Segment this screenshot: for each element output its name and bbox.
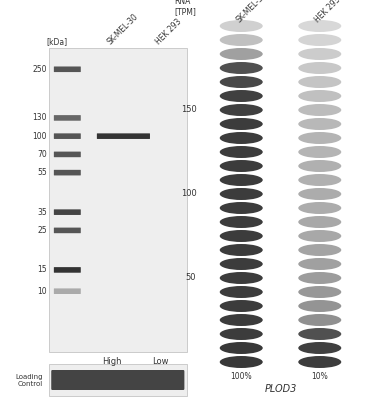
Text: 130: 130 [32,114,47,122]
Ellipse shape [298,34,341,46]
Ellipse shape [220,76,263,88]
Text: 50: 50 [186,274,196,282]
Ellipse shape [220,244,263,256]
Text: PLOD3: PLOD3 [264,384,297,394]
Ellipse shape [220,356,263,368]
Ellipse shape [298,202,341,214]
Ellipse shape [298,132,341,144]
Ellipse shape [220,314,263,326]
FancyBboxPatch shape [54,170,81,176]
Ellipse shape [298,76,341,88]
Ellipse shape [298,216,341,228]
Text: Low: Low [153,357,169,366]
Text: 15: 15 [37,266,47,274]
Ellipse shape [298,48,341,60]
Text: SK-MEL-30: SK-MEL-30 [106,12,140,46]
Ellipse shape [298,300,341,312]
Ellipse shape [220,258,263,270]
Ellipse shape [298,160,341,172]
Text: 70: 70 [37,150,47,159]
Text: 10: 10 [37,287,47,296]
FancyBboxPatch shape [54,152,81,157]
Text: RNA
[TPM]: RNA [TPM] [175,0,196,16]
Ellipse shape [220,118,263,130]
Ellipse shape [298,90,341,102]
FancyBboxPatch shape [54,228,81,233]
Ellipse shape [298,286,341,298]
FancyBboxPatch shape [49,364,187,396]
Ellipse shape [220,146,263,158]
Text: High: High [102,357,122,366]
Ellipse shape [298,342,341,354]
Ellipse shape [298,328,341,340]
Ellipse shape [220,90,263,102]
Ellipse shape [298,356,341,368]
FancyBboxPatch shape [54,209,81,215]
Text: 100: 100 [181,190,196,198]
Text: 10%: 10% [312,372,328,381]
Ellipse shape [298,188,341,200]
Ellipse shape [220,174,263,186]
Text: 150: 150 [181,106,196,114]
Ellipse shape [298,174,341,186]
Ellipse shape [220,216,263,228]
FancyBboxPatch shape [54,288,81,294]
Text: Loading
Control: Loading Control [15,374,43,386]
Ellipse shape [298,258,341,270]
Text: HEK 293: HEK 293 [154,17,184,46]
FancyBboxPatch shape [97,133,150,139]
FancyBboxPatch shape [54,115,81,121]
Ellipse shape [298,314,341,326]
Ellipse shape [220,104,263,116]
Ellipse shape [220,34,263,46]
FancyBboxPatch shape [54,66,81,72]
Text: [kDa]: [kDa] [47,37,68,46]
Ellipse shape [220,160,263,172]
Ellipse shape [220,300,263,312]
Ellipse shape [298,104,341,116]
Ellipse shape [220,342,263,354]
Ellipse shape [220,202,263,214]
FancyBboxPatch shape [49,48,187,352]
Ellipse shape [298,146,341,158]
Ellipse shape [220,328,263,340]
FancyBboxPatch shape [54,133,81,139]
Text: 35: 35 [37,208,47,217]
Ellipse shape [220,286,263,298]
Ellipse shape [220,188,263,200]
FancyBboxPatch shape [54,267,81,273]
Ellipse shape [298,230,341,242]
Ellipse shape [220,272,263,284]
Ellipse shape [298,244,341,256]
Text: 55: 55 [37,168,47,177]
Ellipse shape [220,132,263,144]
Ellipse shape [220,48,263,60]
Ellipse shape [298,62,341,74]
Ellipse shape [298,20,341,32]
Text: SK-MEL-30: SK-MEL-30 [235,0,269,24]
Text: 100: 100 [32,132,47,141]
Text: HEK 293: HEK 293 [313,0,343,24]
Text: 100%: 100% [230,372,252,381]
Text: 25: 25 [37,226,47,235]
Ellipse shape [220,230,263,242]
Ellipse shape [220,62,263,74]
Ellipse shape [298,272,341,284]
FancyBboxPatch shape [51,370,184,390]
Ellipse shape [298,118,341,130]
Text: 250: 250 [32,65,47,74]
Ellipse shape [220,20,263,32]
